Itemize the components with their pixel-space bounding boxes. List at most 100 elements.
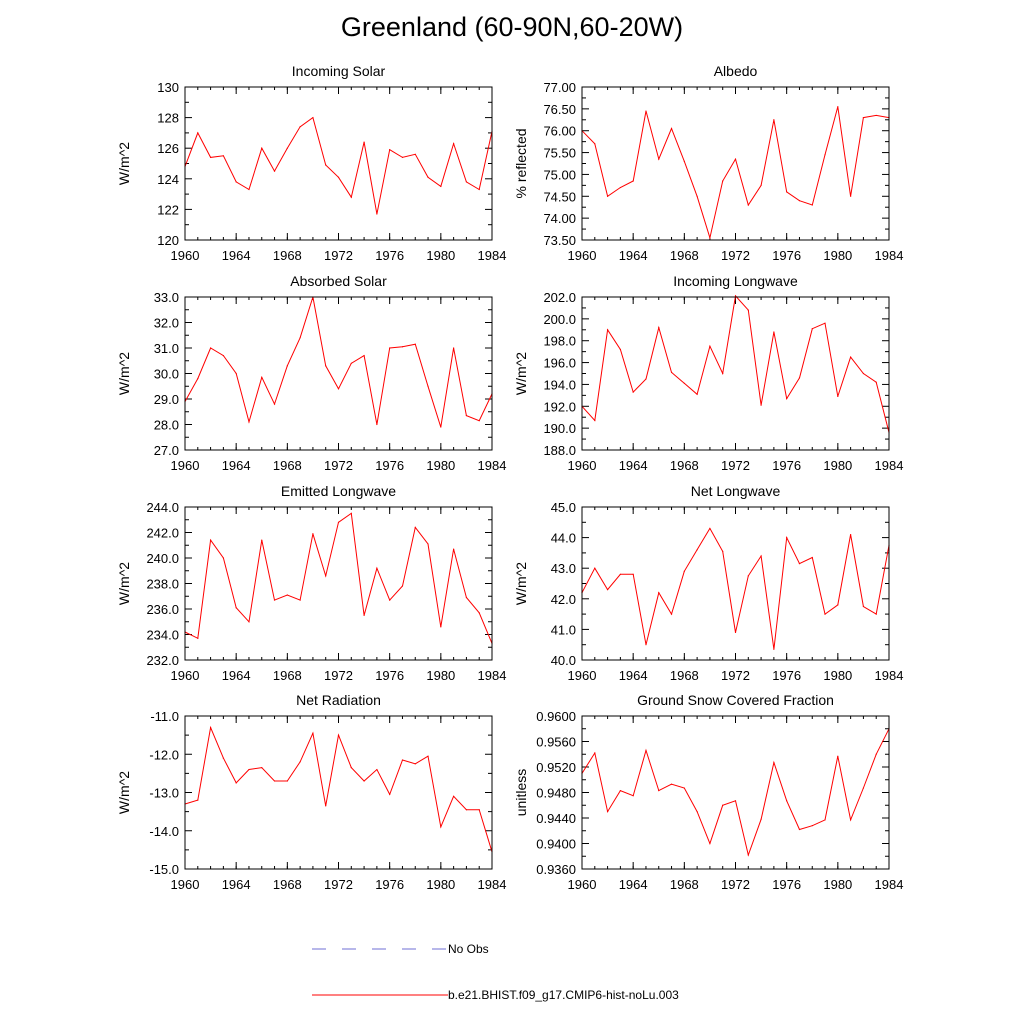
- x-tick-label: 1960: [171, 248, 200, 263]
- data-point: [747, 204, 749, 206]
- data-point: [465, 414, 468, 417]
- data-point: [235, 372, 237, 375]
- x-tick-label: 1960: [171, 458, 200, 473]
- data-point: [824, 819, 826, 821]
- legend-model-line: [312, 994, 448, 996]
- data-point: [594, 419, 596, 422]
- data-point: [773, 761, 775, 764]
- y-tick-label: 30.0: [154, 367, 179, 382]
- plot-frame: [581, 296, 890, 451]
- data-point: [658, 158, 660, 160]
- plot-frame: [581, 715, 890, 870]
- y-tick-label: 75.00: [543, 167, 576, 182]
- y-axis-label: W/m^2: [116, 562, 132, 605]
- panel-title: Albedo: [714, 63, 758, 79]
- data-point: [363, 141, 365, 143]
- data-point: [337, 734, 340, 736]
- x-tick-label: 1968: [273, 668, 302, 683]
- x-tick-label: 1976: [772, 458, 801, 473]
- y-tick-label: 242.0: [146, 526, 179, 541]
- data-point: [363, 614, 365, 616]
- series-line: [184, 512, 493, 644]
- series-line: [184, 296, 493, 428]
- y-tick-label: 0.9560: [536, 735, 576, 750]
- y-tick-label: -13.0: [149, 786, 179, 801]
- data-point: [645, 110, 647, 112]
- panel-title: Net Longwave: [691, 483, 781, 499]
- data-point: [273, 780, 276, 782]
- data-point: [773, 331, 775, 333]
- x-tick-label: 1968: [670, 458, 699, 473]
- data-point: [670, 371, 673, 374]
- data-point: [389, 793, 391, 796]
- data-point: [683, 787, 685, 789]
- data-point: [837, 395, 839, 398]
- data-point: [850, 819, 852, 821]
- data-point: [401, 156, 404, 158]
- data-point: [350, 196, 352, 198]
- data-point: [760, 184, 762, 186]
- x-tick-label: 1972: [721, 248, 750, 263]
- data-point: [734, 295, 737, 297]
- data-point: [606, 589, 609, 591]
- y-tick-label: -11.0: [150, 709, 179, 724]
- data-point: [453, 548, 455, 550]
- data-point: [453, 143, 455, 145]
- data-point: [427, 543, 429, 545]
- y-tick-label: 0.9520: [536, 760, 576, 775]
- series-line: [581, 294, 890, 433]
- data-point: [286, 594, 288, 596]
- x-tick-label: 1972: [324, 668, 353, 683]
- x-tick-label: 1976: [375, 668, 404, 683]
- x-tick-label: 1984: [875, 877, 904, 892]
- x-tick-label: 1960: [568, 458, 597, 473]
- data-point: [773, 648, 775, 650]
- chart-panel: Absorbed Solar W/m^2 1960 1964 1968 1972 1976 1…: [116, 273, 506, 473]
- data-point: [401, 346, 404, 348]
- x-tick-label: 1964: [619, 668, 648, 683]
- x-tick-label: 1980: [426, 877, 455, 892]
- data-point: [850, 195, 852, 197]
- y-tick-label: 31.0: [154, 341, 179, 356]
- y-axis-label: W/m^2: [116, 352, 132, 395]
- data-point: [747, 575, 749, 577]
- data-point: [222, 155, 224, 157]
- x-tick-label: 1980: [426, 458, 455, 473]
- y-tick-label: 75.50: [543, 146, 576, 161]
- data-point: [273, 599, 276, 601]
- data-point: [363, 355, 365, 357]
- data-point: [325, 365, 327, 367]
- data-point: [837, 106, 839, 108]
- data-point: [337, 521, 340, 523]
- x-tick-label: 1984: [478, 248, 507, 263]
- y-tick-label: 42.0: [551, 592, 576, 607]
- data-point: [337, 388, 340, 390]
- x-tick-label: 1968: [273, 877, 302, 892]
- data-point: [670, 127, 673, 130]
- data-point: [197, 637, 199, 639]
- data-point: [875, 753, 877, 755]
- data-point: [670, 783, 673, 785]
- x-tick-label: 1980: [823, 877, 852, 892]
- data-point: [389, 149, 391, 151]
- data-point: [478, 420, 480, 422]
- data-point: [632, 180, 634, 182]
- data-point: [683, 570, 685, 572]
- data-point: [235, 607, 237, 609]
- data-point: [760, 818, 762, 820]
- data-point: [824, 154, 826, 156]
- data-point: [222, 355, 224, 357]
- y-tick-label: 240.0: [146, 551, 179, 566]
- x-tick-label: 1980: [426, 248, 455, 263]
- y-tick-label: 198.0: [543, 334, 576, 349]
- data-point: [760, 555, 762, 557]
- x-tick-label: 1964: [619, 248, 648, 263]
- data-point: [248, 768, 250, 771]
- x-tick-label: 1976: [772, 248, 801, 263]
- data-point: [862, 372, 865, 375]
- data-point: [453, 795, 455, 797]
- y-tick-label: 190.0: [543, 421, 576, 436]
- data-point: [248, 421, 250, 423]
- y-tick-label: 0.9600: [536, 709, 576, 724]
